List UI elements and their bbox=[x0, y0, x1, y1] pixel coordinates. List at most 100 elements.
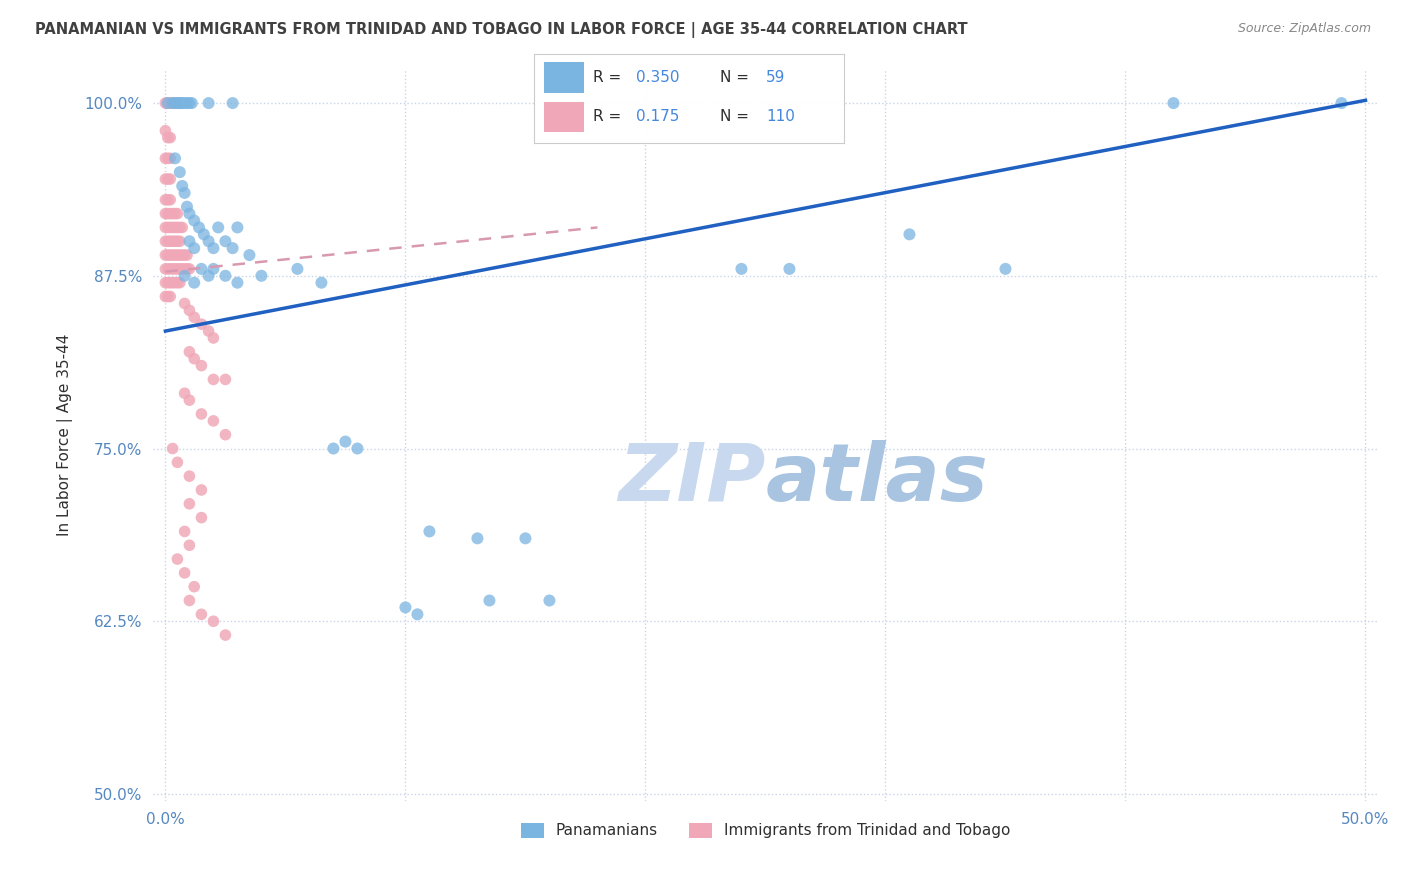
Point bbox=[155, 289, 177, 303]
Point bbox=[159, 96, 181, 111]
Point bbox=[179, 393, 201, 408]
Point bbox=[155, 234, 177, 248]
Point bbox=[179, 344, 201, 359]
Point bbox=[538, 593, 561, 607]
Point bbox=[179, 261, 201, 276]
Point bbox=[190, 317, 212, 331]
Bar bbox=[544, 62, 583, 93]
Point bbox=[190, 483, 212, 497]
Point bbox=[197, 324, 219, 338]
Text: PANAMANIAN VS IMMIGRANTS FROM TRINIDAD AND TOBAGO IN LABOR FORCE | AGE 35-44 COR: PANAMANIAN VS IMMIGRANTS FROM TRINIDAD A… bbox=[35, 22, 967, 38]
Point bbox=[159, 276, 181, 290]
Point bbox=[166, 234, 188, 248]
Point bbox=[287, 261, 309, 276]
Point bbox=[202, 614, 225, 628]
Point bbox=[159, 206, 181, 220]
Point bbox=[159, 220, 181, 235]
Point bbox=[169, 165, 191, 179]
Point bbox=[156, 193, 179, 207]
Point bbox=[162, 96, 184, 111]
Point bbox=[183, 276, 205, 290]
Point bbox=[172, 220, 194, 235]
Point bbox=[221, 241, 243, 255]
Point bbox=[322, 442, 344, 456]
Point bbox=[183, 241, 205, 255]
Point bbox=[1330, 96, 1353, 111]
Point bbox=[346, 442, 368, 456]
Point bbox=[190, 407, 212, 421]
Point bbox=[162, 248, 184, 262]
Point bbox=[197, 96, 219, 111]
Point bbox=[156, 289, 179, 303]
Point bbox=[169, 276, 191, 290]
Point bbox=[162, 234, 184, 248]
Point bbox=[159, 248, 181, 262]
Text: Source: ZipAtlas.com: Source: ZipAtlas.com bbox=[1237, 22, 1371, 36]
Point bbox=[183, 351, 205, 366]
Point bbox=[173, 96, 195, 111]
Point bbox=[156, 206, 179, 220]
Point bbox=[202, 372, 225, 386]
Point bbox=[156, 172, 179, 186]
Point bbox=[156, 96, 179, 111]
Point bbox=[179, 593, 201, 607]
Point bbox=[311, 276, 333, 290]
Point bbox=[155, 220, 177, 235]
Point bbox=[183, 213, 205, 227]
Point bbox=[166, 96, 188, 111]
Point bbox=[898, 227, 921, 242]
Point bbox=[166, 206, 188, 220]
Point bbox=[778, 261, 800, 276]
Point bbox=[173, 566, 195, 580]
Point bbox=[190, 359, 212, 373]
Point bbox=[183, 310, 205, 325]
Point bbox=[162, 442, 184, 456]
Point bbox=[172, 261, 194, 276]
Point bbox=[166, 96, 188, 111]
Point bbox=[162, 206, 184, 220]
Text: atlas: atlas bbox=[765, 440, 988, 517]
Point bbox=[176, 261, 198, 276]
Point bbox=[156, 96, 179, 111]
Point bbox=[202, 331, 225, 345]
Point bbox=[166, 455, 188, 469]
Point bbox=[173, 268, 195, 283]
Point bbox=[214, 268, 236, 283]
Point bbox=[179, 206, 201, 220]
Point bbox=[188, 220, 211, 235]
Point bbox=[169, 261, 191, 276]
Point bbox=[467, 532, 489, 546]
Text: 0.175: 0.175 bbox=[637, 110, 679, 124]
Point bbox=[250, 268, 273, 283]
Point bbox=[156, 220, 179, 235]
Point bbox=[214, 628, 236, 642]
Point bbox=[156, 234, 179, 248]
Point bbox=[214, 372, 236, 386]
Point bbox=[197, 234, 219, 248]
Point bbox=[207, 220, 229, 235]
Point bbox=[155, 248, 177, 262]
Point bbox=[159, 234, 181, 248]
Point bbox=[179, 469, 201, 483]
Bar bbox=[544, 102, 583, 132]
Point bbox=[172, 178, 194, 193]
Point bbox=[159, 289, 181, 303]
Point bbox=[418, 524, 440, 539]
Point bbox=[226, 220, 249, 235]
Text: 110: 110 bbox=[766, 110, 796, 124]
Point bbox=[163, 96, 186, 111]
Point bbox=[214, 234, 236, 248]
Point bbox=[202, 414, 225, 428]
Point bbox=[197, 268, 219, 283]
Point bbox=[163, 206, 186, 220]
Point bbox=[163, 96, 186, 111]
Point bbox=[176, 248, 198, 262]
Point bbox=[179, 96, 201, 111]
Point bbox=[238, 248, 260, 262]
Point bbox=[994, 261, 1017, 276]
Text: R =: R = bbox=[593, 70, 626, 85]
Point bbox=[226, 276, 249, 290]
Point bbox=[335, 434, 357, 449]
Point bbox=[163, 220, 186, 235]
Text: R =: R = bbox=[593, 110, 626, 124]
